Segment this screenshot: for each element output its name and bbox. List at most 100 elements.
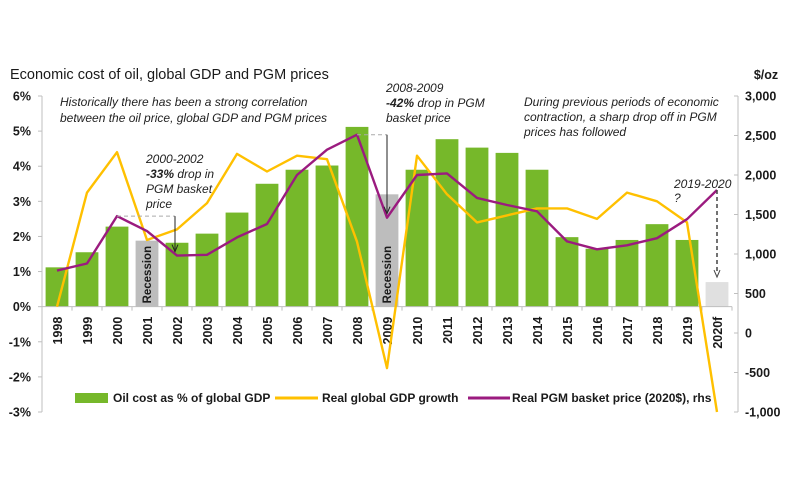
right-tick-label: -1,000 bbox=[745, 406, 780, 420]
bar-2002 bbox=[165, 242, 189, 307]
x-tick-label: 2020f bbox=[711, 316, 725, 349]
bar-2003 bbox=[195, 233, 219, 307]
annotation-2008-2009-line: 2008-2009 bbox=[385, 81, 444, 95]
annotation-contraction-line: During previous periods of economic bbox=[524, 95, 719, 109]
annotation-contraction-line: contraction, a sharp drop off in PGM bbox=[524, 110, 717, 124]
pgm-price-line bbox=[56, 133, 718, 272]
x-tick-label: 2013 bbox=[501, 317, 515, 345]
lines bbox=[55, 133, 719, 413]
arrow-head-icon bbox=[383, 206, 391, 215]
left-tick-label: 6% bbox=[13, 90, 31, 104]
recession-label: Recession bbox=[142, 246, 154, 304]
annotation-2008-2009-line: -42% drop in PGM bbox=[386, 96, 485, 110]
x-tick-label: 2018 bbox=[651, 317, 665, 345]
bar-2004 bbox=[225, 212, 249, 307]
x-ticks: 1998 1999 2000 2001 2002 2003 2004 2005 2006 2007… bbox=[41, 306, 733, 349]
x-tick-label: 2016 bbox=[591, 317, 605, 345]
bar-2005 bbox=[255, 183, 279, 307]
x-tick-label: 2012 bbox=[471, 317, 485, 345]
chart-title: Economic cost of oil, global GDP and PGM… bbox=[10, 67, 329, 83]
annotation-2019-2020-line: ? bbox=[674, 191, 681, 205]
annotation-2019-2020-line: 2019-2020 bbox=[673, 177, 732, 191]
left-tick-label: 4% bbox=[13, 160, 31, 174]
x-tick-label: 2015 bbox=[561, 317, 575, 345]
x-tick-label: 2010 bbox=[411, 317, 425, 345]
arrow-head-icon bbox=[713, 269, 721, 279]
bar-2020f bbox=[705, 282, 729, 307]
bar-2001 bbox=[135, 240, 159, 307]
annotation-2019-2020: 2019-2020? bbox=[673, 177, 732, 205]
bar-2016 bbox=[585, 248, 609, 307]
bars: Recession Recession bbox=[45, 126, 729, 307]
bar-2014 bbox=[525, 169, 549, 307]
left-tick-label: 1% bbox=[13, 265, 31, 279]
bar-2013 bbox=[495, 152, 519, 307]
bar-1998 bbox=[45, 267, 69, 307]
right-axis: 3,000 2,500 2,000 1,500 1,000 500 0 -500 -1,000 bbox=[734, 90, 780, 420]
x-tick-label: 2004 bbox=[231, 317, 245, 345]
legend-label-pgm-price: Real PGM basket price (2020$), rhs bbox=[512, 391, 712, 405]
bar-2000 bbox=[105, 226, 129, 307]
legend: Oil cost as % of global GDP Real global G… bbox=[75, 391, 712, 405]
left-axis: 6% 5% 4% 3% 2% 1% 0% -1% -2% -3% bbox=[9, 90, 43, 420]
legend-label-gdp-growth: Real global GDP growth bbox=[322, 391, 458, 405]
arrow-head-icon bbox=[171, 244, 179, 253]
right-tick-label: 2,000 bbox=[745, 169, 776, 183]
x-tick-label: 2014 bbox=[531, 317, 545, 345]
x-tick-label: 2008 bbox=[351, 317, 365, 345]
right-tick-label: 1,500 bbox=[745, 208, 776, 222]
left-tick-label: -1% bbox=[9, 335, 31, 349]
annotations: Historically there has been a strong cor… bbox=[60, 81, 732, 279]
bar-2010 bbox=[405, 169, 429, 307]
right-tick-label: 3,000 bbox=[745, 90, 776, 104]
right-tick-label: 1,000 bbox=[745, 248, 776, 262]
annotation-historical: Historically there has been a strong cor… bbox=[60, 95, 327, 125]
left-tick-label: -3% bbox=[9, 406, 31, 420]
x-tick-label: 2017 bbox=[621, 317, 635, 345]
x-tick-label: 2011 bbox=[441, 317, 455, 344]
annotation-2000-2002-line: -33% drop in bbox=[146, 167, 214, 181]
bar-2006 bbox=[285, 169, 309, 307]
annotation-2000-2002-line: price bbox=[145, 197, 172, 211]
bar-2015 bbox=[555, 237, 579, 307]
x-tick-label: 2000 bbox=[111, 317, 125, 345]
legend-swatch-oil-cost bbox=[75, 393, 108, 403]
right-tick-label: 2,500 bbox=[745, 129, 776, 143]
x-tick-label: 1998 bbox=[51, 317, 65, 345]
annotation-historical-line: Historically there has been a strong cor… bbox=[60, 95, 308, 109]
x-tick-label: 2006 bbox=[291, 317, 305, 345]
bar-2007 bbox=[315, 165, 339, 307]
bar-2012 bbox=[465, 147, 489, 307]
x-tick-label: 2003 bbox=[201, 317, 215, 345]
annotation-2000-2002-line: 2000-2002 bbox=[145, 152, 204, 166]
gdp-growth-line bbox=[55, 150, 719, 413]
annotation-2000-2002-line: PGM basket bbox=[146, 182, 213, 196]
bar-2018 bbox=[645, 224, 669, 307]
annotation-2008-2009-line: basket price bbox=[386, 111, 451, 125]
x-tick-label: 1999 bbox=[81, 317, 95, 345]
left-tick-label: 5% bbox=[13, 125, 31, 139]
right-tick-label: -500 bbox=[745, 366, 770, 380]
left-tick-label: 2% bbox=[13, 230, 31, 244]
x-tick-label: 2002 bbox=[171, 317, 185, 345]
right-axis-label: $/oz bbox=[754, 68, 778, 82]
recession-label: Recession bbox=[382, 246, 394, 304]
x-tick-label: 2007 bbox=[321, 317, 335, 345]
right-tick-label: 500 bbox=[745, 287, 766, 301]
annotation-historical-line: between the oil price, global GDP and PG… bbox=[60, 111, 327, 125]
bar-2009 bbox=[375, 194, 399, 307]
annotation-contraction: During previous periods of economiccontr… bbox=[523, 95, 719, 139]
bar-2011 bbox=[435, 139, 459, 307]
left-tick-label: -2% bbox=[9, 370, 31, 384]
left-tick-label: 3% bbox=[13, 195, 31, 209]
bar-2017 bbox=[615, 239, 639, 307]
x-tick-label: 2005 bbox=[261, 317, 275, 345]
left-tick-label: 0% bbox=[13, 300, 31, 314]
annotation-contraction-line: prices has followed bbox=[523, 125, 626, 139]
right-tick-label: 0 bbox=[745, 327, 752, 341]
x-tick-label: 2001 bbox=[141, 317, 155, 345]
x-tick-label: 2019 bbox=[681, 317, 695, 345]
bar-1999 bbox=[75, 252, 99, 307]
